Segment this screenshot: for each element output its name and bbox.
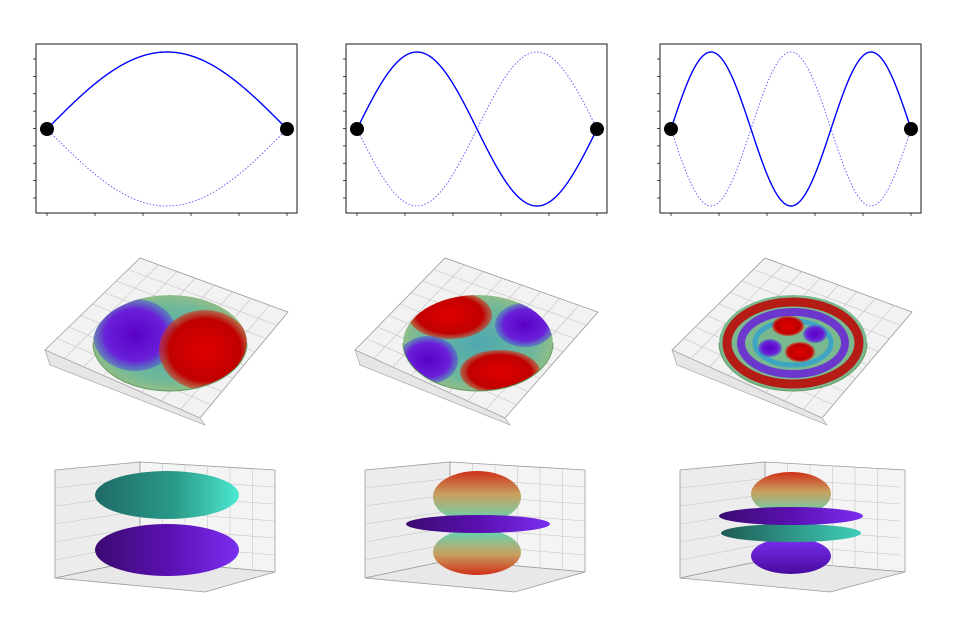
orbital-torus — [721, 524, 861, 542]
string-modes-row — [33, 43, 922, 216]
string-panel-2 — [343, 43, 608, 216]
orbital-lobe-lower — [433, 529, 521, 575]
membrane-panel-1 — [44, 257, 289, 426]
membrane-lobe-negative — [93, 299, 177, 371]
orbital-lobe-lower — [95, 524, 239, 576]
orbital-lobe-upper — [433, 471, 521, 523]
axes-frame — [35, 43, 298, 214]
string-panel-1 — [33, 43, 298, 216]
string-wave-solid — [46, 51, 288, 130]
membrane-lobe-positive — [772, 316, 804, 336]
string-wave-solid — [670, 51, 912, 207]
axis-ticks — [33, 58, 288, 216]
string-panel-3 — [657, 43, 922, 216]
orbital-panel-1 — [54, 461, 276, 593]
axes-frame — [659, 43, 922, 214]
membrane-modes-row — [44, 257, 913, 426]
orbital-torus — [406, 515, 550, 533]
orbital-lobe-upper — [95, 471, 239, 519]
membrane-lobe-negative — [803, 325, 827, 343]
string-envelope-dotted — [670, 51, 912, 207]
orbital-torus — [719, 507, 863, 525]
membrane-lobe-negative — [758, 339, 782, 357]
membrane-panel-2 — [354, 257, 599, 426]
string-endpoint-right — [904, 122, 918, 136]
string-endpoint-right — [280, 122, 294, 136]
membrane-lobe-positive — [785, 342, 815, 362]
axis-ticks — [343, 58, 598, 216]
string-endpoint-left — [664, 122, 678, 136]
string-endpoint-right — [590, 122, 604, 136]
string-envelope-dotted — [46, 128, 288, 207]
orbital-panel-2 — [364, 461, 586, 593]
membrane-panel-3 — [671, 257, 913, 426]
orbital-lobe-upper — [751, 472, 831, 516]
string-endpoint-left — [40, 122, 54, 136]
orbital-lobe-lower — [751, 538, 831, 574]
string-wave-solid — [356, 51, 598, 207]
orbital-shapes-row — [54, 461, 906, 593]
membrane-lobe-positive — [159, 310, 247, 390]
string-endpoint-left — [350, 122, 364, 136]
axis-ticks — [657, 58, 912, 216]
orbital-panel-3 — [679, 461, 906, 593]
